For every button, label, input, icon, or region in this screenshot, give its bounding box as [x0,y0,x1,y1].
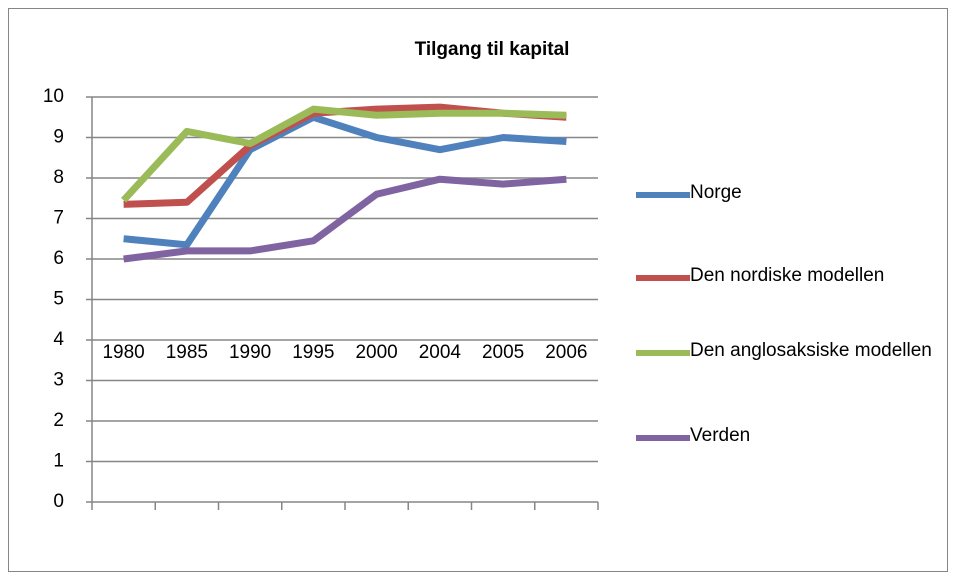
x-tick-label: 2005 [482,342,524,363]
y-tick-label: 8 [53,167,64,188]
legend-label: Den nordiske modellen [690,265,885,286]
series-line [121,105,567,203]
y-tick-label: 2 [53,410,64,431]
y-tick-label: 9 [53,127,64,148]
y-tick-label: 1 [53,451,64,472]
y-tick-label: 5 [53,289,64,310]
y-tick-label: 7 [53,208,64,229]
legend-item: Den anglosaksiske modellen [636,340,940,366]
x-tick-label: 2000 [355,342,397,363]
chart-title: Tilgang til kapital [415,39,570,60]
legend-item: Den nordiske modellen [636,265,940,291]
series-line [123,113,567,249]
legend-swatch [636,192,690,198]
y-tick-label: 3 [53,370,64,391]
series-line [123,175,567,263]
y-tick-label: 0 [53,491,64,512]
legend-item: Verden [636,425,940,451]
x-tick-label: 1995 [292,342,334,363]
x-tick-label: 1990 [229,342,271,363]
x-tick-label: 2004 [419,342,462,363]
y-tick-label: 10 [43,86,64,107]
legend-swatch [636,435,690,441]
legend-label: Verden [690,425,751,446]
x-tick-label: 1980 [102,342,144,363]
legend-swatch [636,350,690,356]
chart-border [8,8,948,572]
legend-item: Norge [636,182,940,208]
x-tick-label: 2006 [545,342,587,363]
legend-label: Den anglosaksiske modellen [690,340,932,361]
legend-swatch [636,275,690,281]
y-tick-label: 4 [53,329,64,350]
y-tick-label: 6 [53,248,64,269]
x-tick-label: 1985 [166,342,208,363]
legend-label: Norge [690,182,742,203]
